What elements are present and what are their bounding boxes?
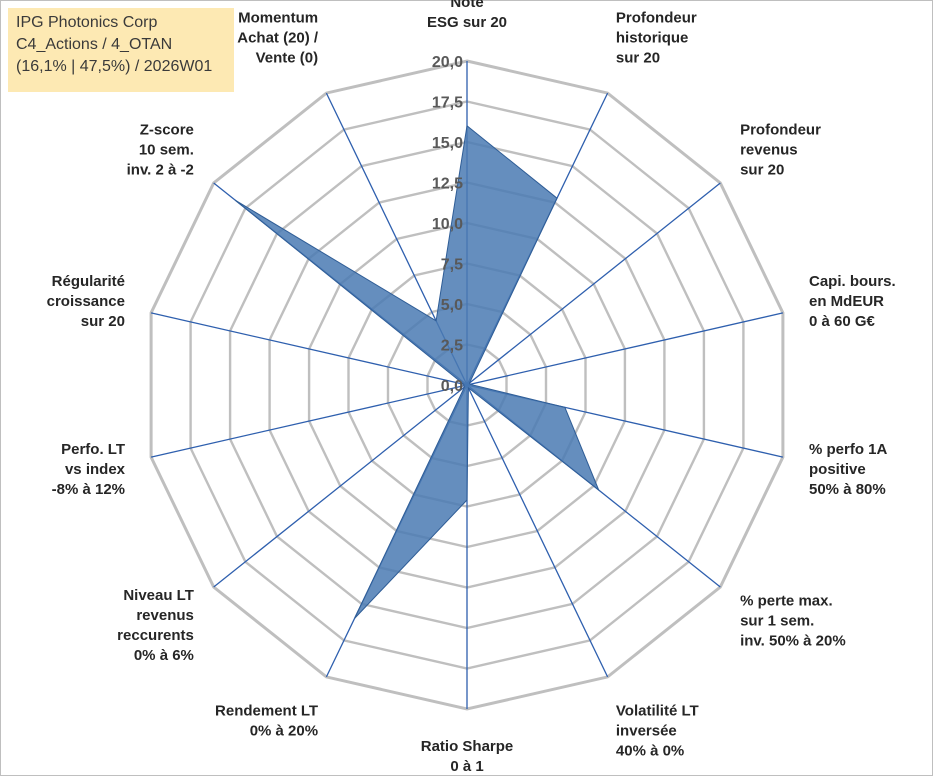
axis-label-5: % perte max. sur 1 sem. inv. 50% à 20%: [740, 593, 846, 650]
axis-spoke-9: [213, 384, 468, 588]
axis-labels: Note ESG sur 20 Profondeur historique sur 20…: [47, 0, 896, 775]
tick-label-7: 17,5: [432, 95, 463, 112]
tick-label-1: 2,5: [441, 338, 463, 355]
axis-label-12: Z-score 10 sem. inv. 2 à -2: [127, 121, 194, 178]
axis-label-line: Achat (20) /: [237, 29, 319, 46]
axis-label-line: reccurents: [117, 627, 194, 644]
axis-label-line: 50% à 80%: [809, 481, 886, 498]
axis-label-line: Momentum: [238, 9, 318, 26]
axis-label-4: % perfo 1A positive 50% à 80%: [809, 441, 888, 498]
axis-label-line: inv. 2 à -2: [127, 161, 194, 178]
axis-label-line: 0% à 6%: [134, 647, 194, 664]
series-area: [234, 124, 600, 619]
axis-label-13: Momentum Achat (20) / Vente (0): [237, 9, 319, 66]
svg-text:Rendement LT0% à 20%: Rendement LT 0% à 20%: [215, 703, 318, 740]
axis-spoke-11: [150, 312, 468, 386]
tick-label-2: 5,0: [441, 297, 463, 314]
tick-labels: 0,0 2,5 5,0 7,5 10,0 12,5 15,0 17,5 20,0: [432, 54, 463, 395]
axis-label-line: inversée: [616, 723, 677, 740]
axis-label-line: revenus: [136, 607, 194, 624]
axis-label-line: Rendement LT: [215, 703, 318, 720]
axis-label-9: Niveau LT revenus reccurents 0% à 6%: [117, 587, 194, 664]
axis-label-line: Profondeur: [740, 121, 821, 138]
axis-label-0: Note ESG sur 20: [427, 0, 507, 31]
axis-label-line: 40% à 0%: [616, 743, 684, 760]
axis-label-line: Note: [450, 0, 483, 11]
axis-label-line: sur 20: [740, 161, 784, 178]
axis-label-line: sur 1 sem.: [740, 613, 814, 630]
axis-label-line: Capi. bours.: [809, 273, 896, 290]
axis-label-line: croissance: [47, 293, 125, 310]
axis-label-line: sur 20: [616, 49, 660, 66]
category-label: C4_Actions / 4_OTAN: [16, 36, 173, 53]
axis-label-line: inv. 50% à 20%: [740, 633, 846, 650]
axis-label-line: positive: [809, 461, 866, 478]
axis-label-line: Vente (0): [256, 49, 319, 66]
axis-label-3: Capi. bours. en MdEUR 0 à 60 G€: [809, 273, 896, 330]
axis-label-line: vs index: [65, 461, 126, 478]
axis-label-11: Régularité croissance sur 20: [47, 273, 125, 330]
axis-label-10: Perfo. LT vs index -8% à 12%: [52, 441, 126, 498]
axis-label-line: Perfo. LT: [61, 441, 125, 458]
tick-label-6: 15,0: [432, 135, 463, 152]
axis-label-8: Rendement LT 0% à 20%: [215, 703, 318, 740]
axis-label-line: % perte max.: [740, 593, 833, 610]
tick-label-3: 7,5: [441, 257, 463, 274]
axis-label-line: Ratio Sharpe: [421, 738, 514, 755]
axis-spoke-3: [466, 312, 784, 386]
tick-label-5: 12,5: [432, 176, 463, 193]
axis-label-line: % perfo 1A: [809, 441, 888, 458]
axis-label-line: sur 20: [81, 313, 125, 330]
chart-title-box: IPG Photonics Corp C4_Actions / 4_OTAN (…: [8, 8, 234, 92]
company-name: IPG Photonics Corp: [16, 14, 158, 31]
tick-label-4: 10,0: [432, 216, 463, 233]
axis-label-line: Volatilité LT: [616, 703, 699, 720]
axis-label-line: Profondeur: [616, 9, 697, 26]
axis-label-line: Niveau LT: [123, 587, 194, 604]
axis-label-line: ESG sur 20: [427, 14, 507, 31]
axis-label-line: Régularité: [52, 273, 125, 290]
stats-label: (16,1% | 47,5%) / 2026W01: [16, 58, 213, 75]
axis-spoke-6: [466, 384, 609, 678]
axis-label-line: historique: [616, 29, 689, 46]
axis-label-1: Profondeur historique sur 20: [616, 9, 697, 66]
axis-label-line: revenus: [740, 141, 798, 158]
svg-text:% perte max.sur 1 sem.inv. 50%: % perte max. sur 1 sem. inv. 50% à 20%: [740, 593, 846, 650]
tick-label-0: 0,0: [441, 378, 463, 395]
data-series: [234, 124, 600, 619]
axis-label-6: Volatilité LT inversée 40% à 0%: [616, 703, 699, 760]
axis-label-line: 0 à 1: [450, 758, 483, 775]
axis-spoke-2: [466, 182, 721, 386]
axis-spoke-10: [150, 384, 468, 458]
axis-label-line: 0 à 60 G€: [809, 313, 876, 330]
axis-label-line: 0% à 20%: [250, 723, 318, 740]
axis-label-2: Profondeur revenus sur 20: [740, 121, 821, 178]
axis-label-line: Z-score: [140, 121, 194, 138]
axis-label-line: -8% à 12%: [52, 481, 125, 498]
tick-label-8: 20,0: [432, 54, 463, 71]
axis-label-line: en MdEUR: [809, 293, 884, 310]
axis-label-line: 10 sem.: [139, 141, 194, 158]
axis-label-7: Ratio Sharpe 0 à 1: [421, 738, 514, 775]
